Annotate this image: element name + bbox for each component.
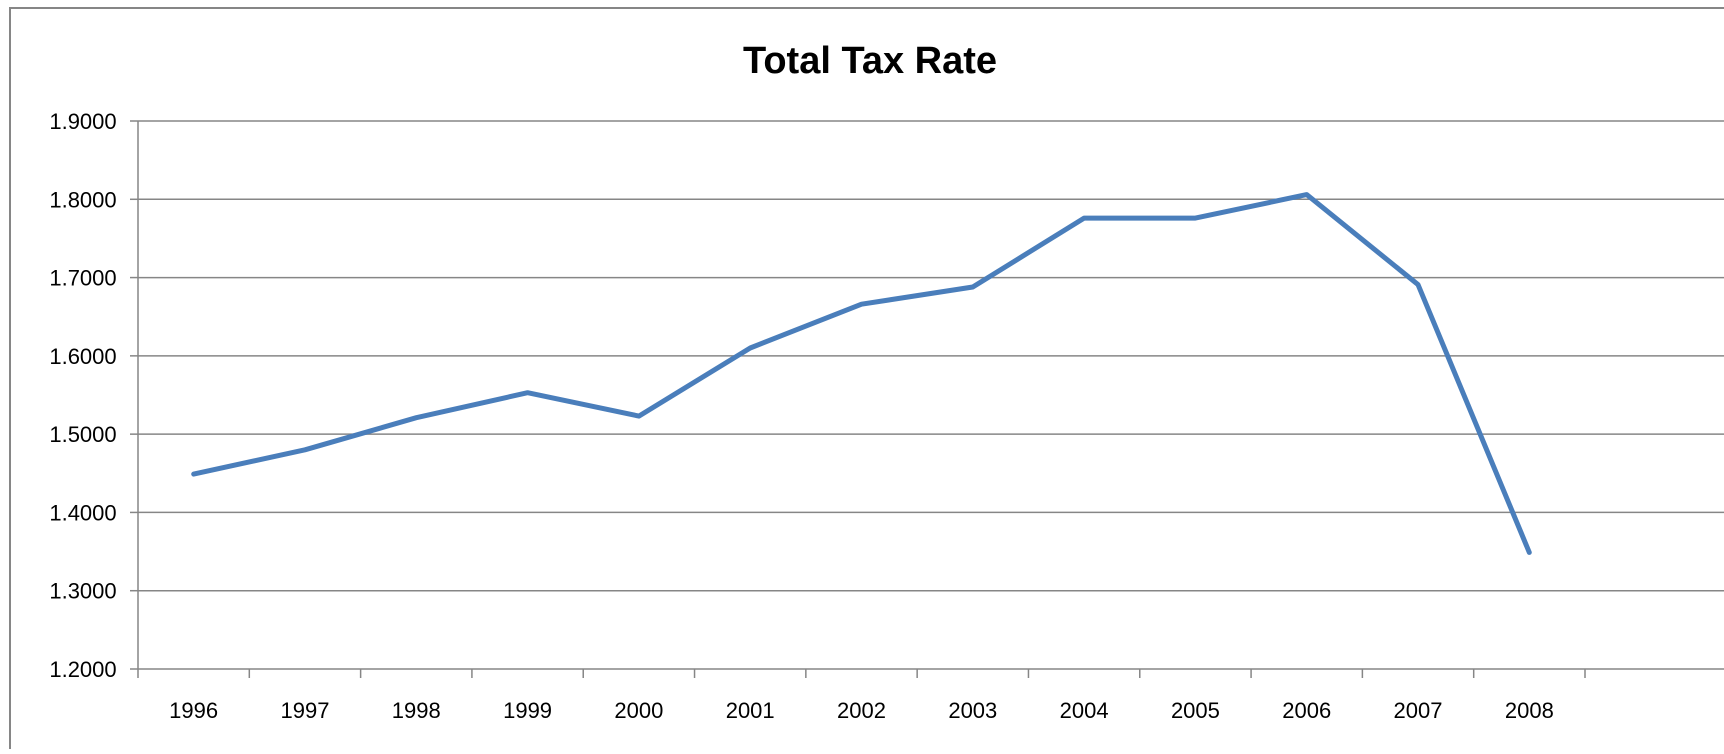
chart-title: Total Tax Rate — [743, 40, 997, 82]
x-tick-label: 2004 — [1060, 698, 1109, 723]
x-tick-label: 2005 — [1171, 698, 1220, 723]
series-layer — [191, 192, 1532, 555]
y-tick-label: 1.4000 — [49, 500, 116, 525]
chart-border — [9, 7, 1724, 754]
y-tick-label: 1.8000 — [49, 187, 116, 212]
x-tick-label: 1997 — [280, 698, 329, 723]
series-line — [191, 192, 1532, 555]
x-tick-label: 2001 — [726, 698, 775, 723]
x-tick-label: 1996 — [169, 698, 218, 723]
x-tick-label: 1999 — [503, 698, 552, 723]
y-tick-label: 1.7000 — [49, 266, 116, 291]
x-tick-label: 2006 — [1282, 698, 1331, 723]
y-tick-label: 1.2000 — [49, 657, 116, 682]
x-tick-labels: 1996 1997 1998 1999 2000 2001 2002 2003 2004 2005… — [169, 698, 1554, 723]
gridlines — [138, 120, 1724, 592]
x-tick-label: 2003 — [948, 698, 997, 723]
x-tick-label: 1998 — [392, 698, 441, 723]
x-tick-label: 2000 — [614, 698, 663, 723]
axes — [130, 120, 1724, 678]
x-tick-label: 2002 — [837, 698, 886, 723]
y-tick-label: 1.6000 — [49, 344, 116, 369]
x-tick-label: 2007 — [1394, 698, 1443, 723]
y-tick-labels: 1.2000 1.3000 1.4000 1.5000 1.6000 1.7000 1.80… — [49, 109, 116, 682]
x-tick-label: 2008 — [1505, 698, 1554, 723]
y-tick-label: 1.9000 — [49, 109, 116, 134]
y-tick-label: 1.5000 — [49, 422, 116, 447]
y-tick-label: 1.3000 — [49, 579, 116, 604]
